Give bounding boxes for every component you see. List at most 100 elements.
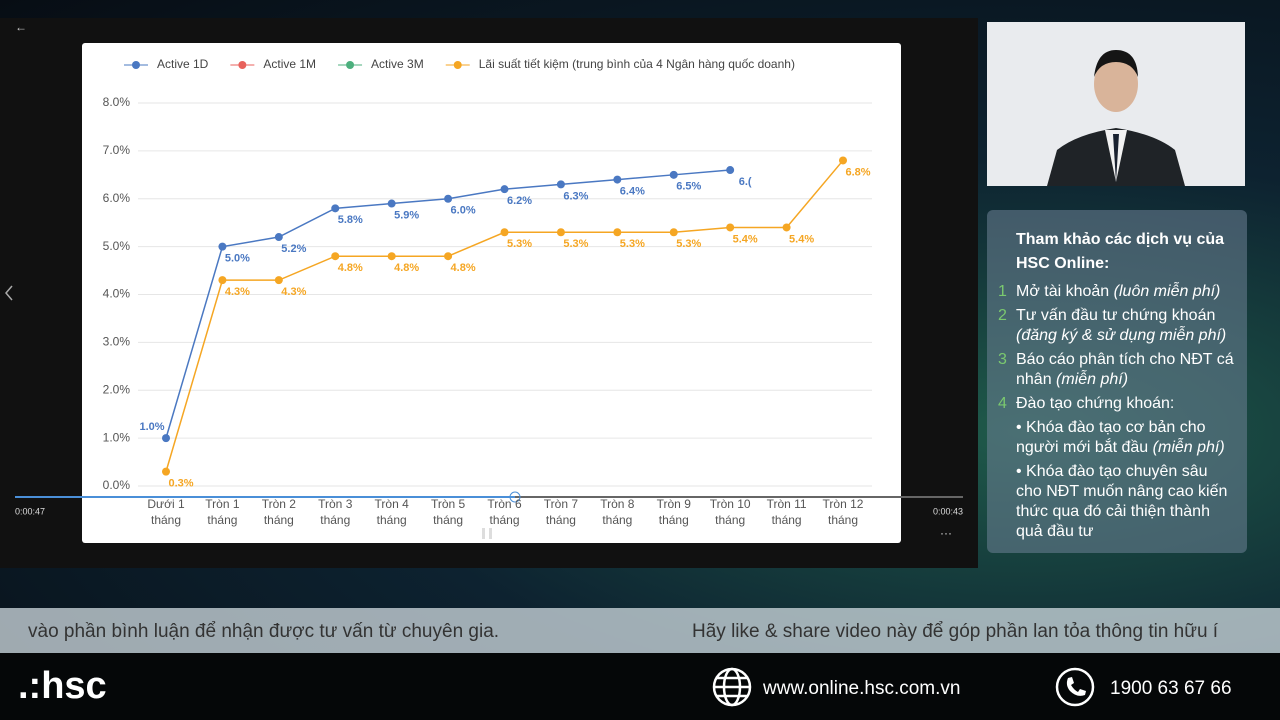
globe-icon xyxy=(712,667,752,707)
sub-text: • Khóa đào tạo chuyên sâu cho NĐT muốn n… xyxy=(1016,463,1228,540)
panel-title: Tham khảo các dịch vụ của HSC Online: xyxy=(1016,231,1225,272)
y-tick-label: 8.0% xyxy=(103,95,131,109)
x-tick-label: Dưới 1 tháng xyxy=(147,497,185,527)
more-icon[interactable]: ··· xyxy=(940,526,952,540)
item-note: (đăng ký & sử dụng miễn phí) xyxy=(1016,327,1227,344)
data-label: 5.3% xyxy=(563,238,588,250)
x-tick-label: Tròn 12 tháng xyxy=(822,497,864,527)
back-icon[interactable]: ← xyxy=(15,20,27,34)
legend-label: Active 1M xyxy=(263,57,316,71)
data-point xyxy=(726,166,735,175)
data-label: 5.3% xyxy=(620,238,645,250)
item-text: Báo cáo phân tích cho NĐT cá nhân xyxy=(1016,351,1234,388)
data-label: 5.2% xyxy=(281,243,306,255)
presenter xyxy=(1047,50,1185,186)
data-point xyxy=(218,242,227,251)
data-point xyxy=(331,204,340,213)
x-tick-label: Tròn 4 tháng xyxy=(374,497,409,527)
data-point xyxy=(444,252,453,261)
ticker-text: vào phần bình luận để nhận được tư vấn t… xyxy=(28,621,500,642)
data-label: 5.4% xyxy=(789,233,814,245)
remaining: 0:00:43 xyxy=(933,506,963,516)
sub-note: (miễn phí) xyxy=(1152,439,1225,456)
data-point xyxy=(669,170,678,179)
data-point xyxy=(613,228,622,237)
data-label: 6.4% xyxy=(620,186,645,198)
data-point xyxy=(782,223,791,232)
y-tick-label: 0.0% xyxy=(103,478,131,492)
data-label: 0.3% xyxy=(168,478,193,490)
data-point xyxy=(274,276,283,285)
legend-label: Active 3M xyxy=(371,57,424,71)
legend-label: Active 1D xyxy=(157,57,209,71)
data-label: 5.4% xyxy=(733,233,758,245)
phone: 1900 63 67 66 xyxy=(1110,678,1232,699)
data-label: 5.9% xyxy=(394,209,419,221)
ticker-band: vào phần bình luận để nhận được tư vấn t… xyxy=(0,608,1280,653)
x-tick-label: Tròn 5 tháng xyxy=(430,497,466,527)
x-tick-label: Tròn 9 tháng xyxy=(656,497,691,527)
data-label: 4.8% xyxy=(451,262,476,274)
progress-thumb[interactable] xyxy=(509,491,521,503)
item-text: Mở tài khoản xyxy=(1016,283,1110,300)
item-text: Tư vấn đầu tư chứng khoán xyxy=(1016,307,1216,324)
service-item: 2 Tư vấn đầu tư chứng khoán (đăng ký & s… xyxy=(998,306,1237,346)
service-item: 1 Mở tài khoản (luôn miễn phí) xyxy=(998,282,1237,302)
phone-icon xyxy=(1055,667,1095,707)
x-tick-label: Tròn 11 tháng xyxy=(766,497,807,527)
data-point xyxy=(274,233,283,242)
item-note: (miễn phí) xyxy=(1056,371,1129,388)
x-tick-label: Tròn 6 tháng xyxy=(487,497,522,527)
y-tick-label: 1.0% xyxy=(103,430,131,444)
data-label: 5.0% xyxy=(225,253,250,265)
data-label: 6.8% xyxy=(845,166,870,178)
data-point xyxy=(500,185,509,194)
data-label: 5.8% xyxy=(338,214,363,226)
data-point xyxy=(387,252,396,261)
data-label: 4.8% xyxy=(394,262,419,274)
pause-bar[interactable] xyxy=(489,528,492,539)
data-point xyxy=(387,199,396,208)
data-point xyxy=(500,228,509,237)
item-number: 2 xyxy=(998,307,1007,324)
sub-item: • Khóa đào tạo cơ bản cho người mới bắt … xyxy=(1016,418,1237,458)
legend-label: Lãi suất tiết kiệm (trung bình của 4 Ngâ… xyxy=(479,57,795,71)
item-number: 1 xyxy=(998,283,1007,300)
y-tick-label: 6.0% xyxy=(103,191,131,205)
data-label: 5.3% xyxy=(676,238,701,250)
info-panel: Tham khảo các dịch vụ của HSC Online: 1 M… xyxy=(987,210,1247,553)
data-point xyxy=(218,276,227,285)
data-point xyxy=(613,175,622,184)
item-number: 4 xyxy=(998,395,1007,412)
legend-marker xyxy=(132,61,140,69)
prev-icon[interactable] xyxy=(5,285,13,301)
series-line xyxy=(165,169,731,439)
data-point xyxy=(669,228,678,237)
data-point xyxy=(444,194,453,203)
data-point xyxy=(726,223,735,232)
sub-text: • Khóa đào tạo cơ bản cho người mới bắt … xyxy=(1016,419,1206,456)
item-number: 3 xyxy=(998,351,1007,368)
y-tick-label: 7.0% xyxy=(103,143,131,157)
data-point xyxy=(556,228,565,237)
y-tick-label: 5.0% xyxy=(103,239,131,253)
website: www.online.hsc.com.vn xyxy=(763,678,961,699)
data-label: 4.3% xyxy=(281,286,306,298)
data-label: 1.0% xyxy=(139,421,164,433)
data-label: 5.3% xyxy=(507,238,532,250)
data-point xyxy=(331,252,340,261)
pause-bar[interactable] xyxy=(482,528,485,539)
item-text: Đào tạo chứng khoán: xyxy=(1016,395,1175,412)
data-label: 6.5% xyxy=(676,181,701,193)
item-note: (luôn miễn phí) xyxy=(1113,283,1221,300)
x-tick-label: Tròn 10 tháng xyxy=(709,497,751,527)
x-tick-label: Tròn 1 tháng xyxy=(205,497,240,527)
data-point xyxy=(162,467,170,476)
data-label: 4.8% xyxy=(338,262,363,274)
y-tick-label: 3.0% xyxy=(103,335,131,349)
legend-marker xyxy=(453,61,462,69)
sub-item: • Khóa đào tạo chuyên sâu cho NĐT muốn n… xyxy=(1016,462,1237,542)
legend-marker xyxy=(238,61,247,69)
x-tick-label: Tròn 7 tháng xyxy=(543,497,579,527)
service-item: 3 Báo cáo phân tích cho NĐT cá nhân (miễ… xyxy=(998,350,1237,390)
